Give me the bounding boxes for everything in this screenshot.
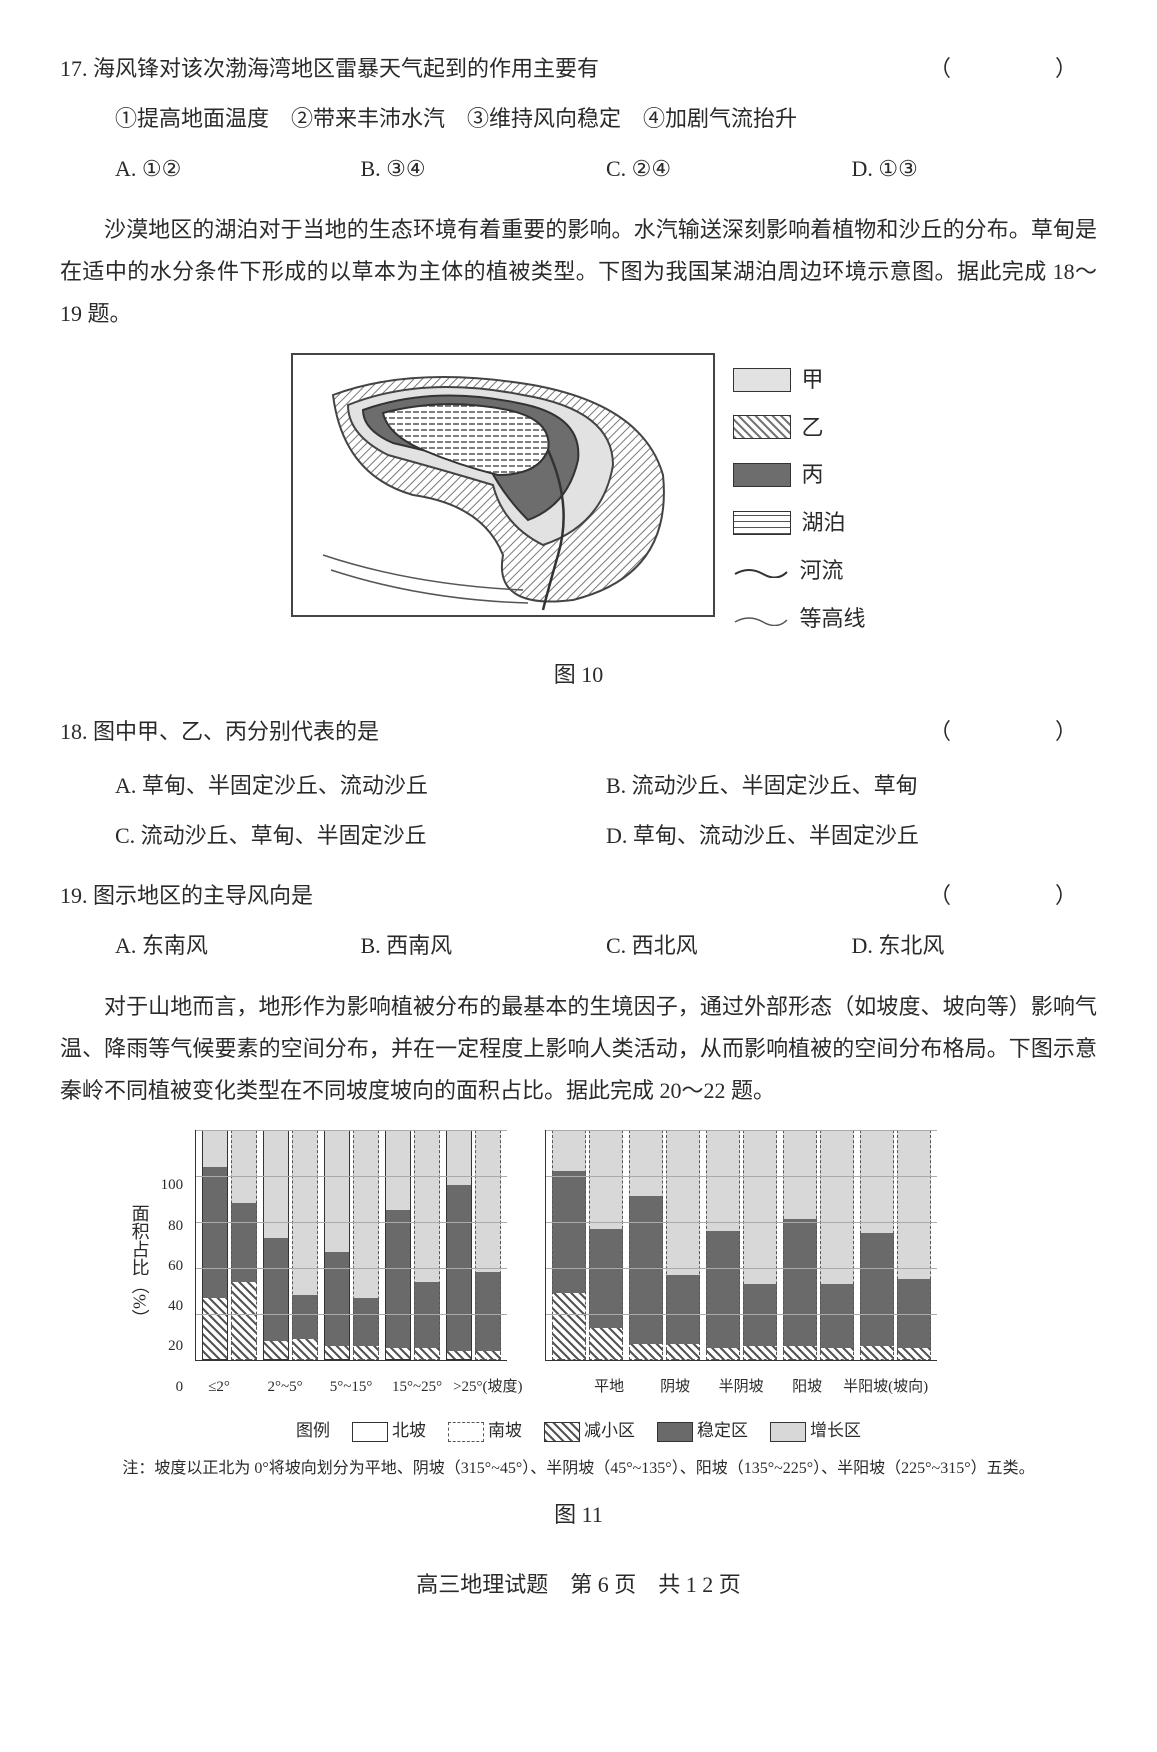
q17-paren: （ ） — [929, 48, 1097, 90]
figure-10: 甲 乙 丙 湖泊 河流 等高线 — [60, 353, 1097, 646]
legend-hu: 湖泊 — [801, 502, 845, 544]
legend-dec: 减小区 — [584, 1421, 635, 1440]
y-axis-ticks: 100806040200 — [161, 1171, 184, 1401]
legend-contour: 等高线 — [799, 598, 865, 640]
swatch-stable — [657, 1422, 693, 1442]
swatch-hu — [733, 511, 791, 535]
legend-jia: 甲 — [801, 359, 823, 401]
q18-C[interactable]: C. 流动沙丘、草甸、半固定沙丘 — [115, 811, 606, 861]
swatch-yi — [733, 415, 791, 439]
passage-1: 沙漠地区的湖泊对于当地的生态环境有着重要的影响。水汽输送深刻影响着植物和沙丘的分… — [60, 209, 1097, 334]
fig10-legend: 甲 乙 丙 湖泊 河流 等高线 — [733, 353, 865, 646]
legend-north: 北坡 — [392, 1421, 426, 1440]
q19-stem: 19. 图示地区的主导风向是 — [60, 875, 313, 917]
q17-choices: A. ①② B. ③④ C. ②④ D. ①③ — [60, 148, 1097, 190]
swatch-grow — [770, 1422, 806, 1442]
q19-B[interactable]: B. 西南风 — [361, 925, 607, 967]
q19-A[interactable]: A. 东南风 — [115, 925, 361, 967]
q17-stem: 17. 海风锋对该次渤海湾地区雷暴天气起到的作用主要有 — [60, 48, 599, 90]
legend-bing: 丙 — [801, 454, 823, 496]
q17-line: 17. 海风锋对该次渤海湾地区雷暴天气起到的作用主要有 （ ） — [60, 48, 1097, 90]
q17-D[interactable]: D. ①③ — [852, 148, 1098, 190]
swatch-bing — [733, 463, 791, 487]
legend-grow: 增长区 — [810, 1421, 861, 1440]
q19-D[interactable]: D. 东北风 — [852, 925, 1098, 967]
q19-C[interactable]: C. 西北风 — [606, 925, 852, 967]
fig11-caption: 图 11 — [60, 1494, 1097, 1536]
q17-subs: ①提高地面温度 ②带来丰沛水汽 ③维持风向稳定 ④加剧气流抬升 — [60, 98, 1097, 140]
q19-choices: A. 东南风 B. 西南风 C. 西北风 D. 东北风 — [60, 925, 1097, 967]
swatch-jia — [733, 368, 791, 392]
q19-paren: （ ） — [929, 875, 1097, 917]
slope-chart: 面积占比（%） 100806040200 ≤2°2°~5°5°~15°15°~2… — [122, 1130, 513, 1402]
swatch-dec — [544, 1422, 580, 1442]
legend-yi: 乙 — [801, 407, 823, 449]
aspect-chart: 平地阴坡半阴坡阳坡半阳坡(坡向) — [545, 1130, 937, 1402]
q17-C[interactable]: C. ②④ — [606, 148, 852, 190]
y-axis-label: 面积占比（%） — [122, 1204, 156, 1327]
q18-D[interactable]: D. 草甸、流动沙丘、半固定沙丘 — [606, 811, 1097, 861]
q17-B[interactable]: B. ③④ — [361, 148, 607, 190]
fig11-legend: 图例 北坡 南坡 减小区 稳定区 增长区 — [122, 1415, 1034, 1447]
fig11-note: 注：坡度以正北为 0°将坡向划分为平地、阴坡（315°~45°）、半阴坡（45°… — [122, 1456, 1034, 1482]
q17-A[interactable]: A. ①② — [115, 148, 361, 190]
swatch-river — [733, 564, 789, 578]
lake-map-svg — [291, 353, 715, 617]
q18-B[interactable]: B. 流动沙丘、半固定沙丘、草甸 — [606, 761, 1097, 811]
q18-stem: 18. 图中甲、乙、丙分别代表的是 — [60, 711, 379, 753]
swatch-south — [448, 1422, 484, 1442]
q18-line: 18. 图中甲、乙、丙分别代表的是 （ ） — [60, 711, 1097, 753]
legend-river: 河流 — [799, 550, 843, 592]
swatch-contour — [733, 612, 789, 626]
q18-A[interactable]: A. 草甸、半固定沙丘、流动沙丘 — [115, 761, 606, 811]
q19-line: 19. 图示地区的主导风向是 （ ） — [60, 875, 1097, 917]
legend-south: 南坡 — [488, 1421, 522, 1440]
q18-paren: （ ） — [929, 711, 1097, 753]
passage-2: 对于山地而言，地形作为影响植被分布的最基本的生境因子，通过外部形态（如坡度、坡向… — [60, 986, 1097, 1111]
fig10-caption: 图 10 — [60, 654, 1097, 696]
legend-title: 图例 — [296, 1415, 330, 1447]
q18-choices: A. 草甸、半固定沙丘、流动沙丘 B. 流动沙丘、半固定沙丘、草甸 C. 流动沙… — [60, 761, 1097, 861]
figure-11: 面积占比（%） 100806040200 ≤2°2°~5°5°~15°15°~2… — [60, 1130, 1097, 1487]
swatch-north — [352, 1422, 388, 1442]
page-footer: 高三地理试题 第 6 页 共 1 2 页 — [60, 1564, 1097, 1606]
legend-stable: 稳定区 — [697, 1421, 748, 1440]
